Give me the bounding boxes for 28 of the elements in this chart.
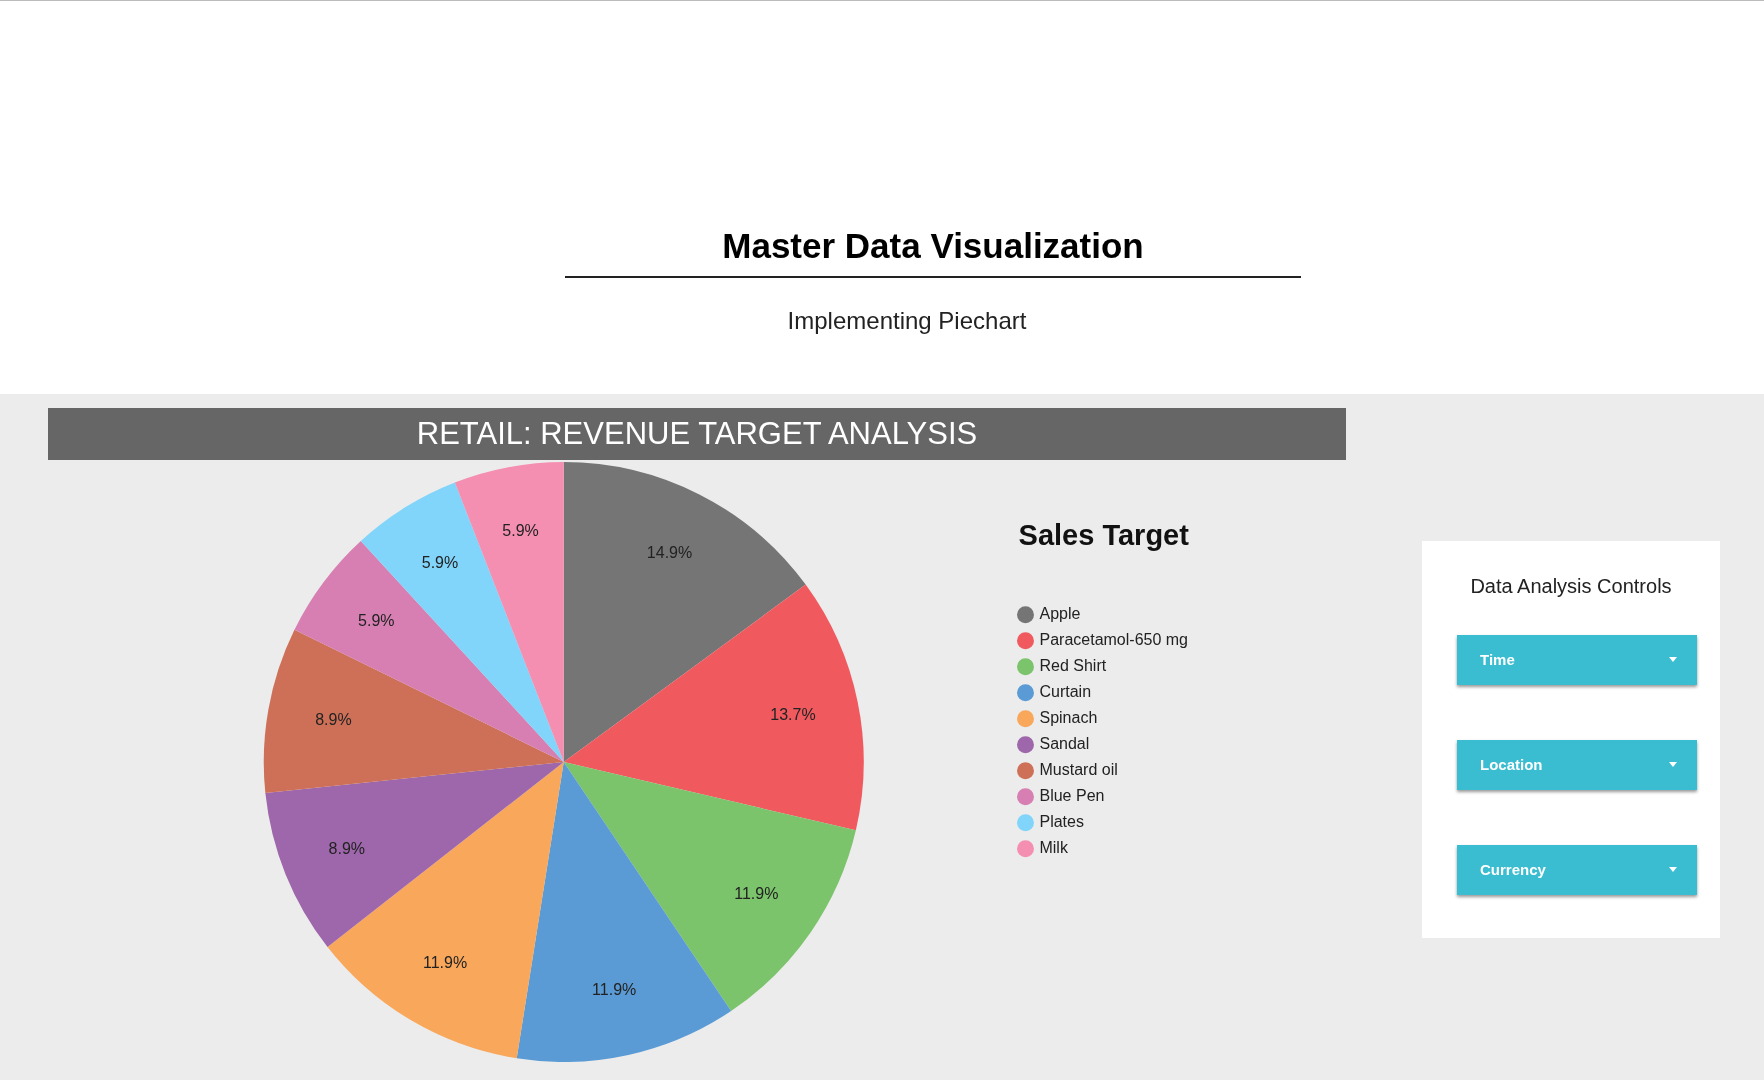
- legend-label: Curtain: [1039, 683, 1092, 701]
- legend-label: Sandal: [1039, 735, 1090, 753]
- data-label: 5.9%: [502, 522, 539, 540]
- legend-label: Plates: [1039, 813, 1084, 831]
- text: Implementing Piechart: [786, 307, 1028, 335]
- data-label: 11.9%: [422, 954, 468, 972]
- data-label: 8.9%: [315, 711, 352, 729]
- legend-label: Paracetamol-650 mg: [1039, 631, 1188, 649]
- data-label: 5.9%: [358, 612, 395, 630]
- data-label: 13.7%: [770, 705, 816, 723]
- dropdown: Location: [1457, 740, 1697, 790]
- legend-label: Red Shirt: [1039, 657, 1107, 675]
- legend-label: Blue Pen: [1039, 787, 1105, 805]
- legend-title: Sales Target: [1018, 518, 1190, 551]
- legend-label: Apple: [1039, 605, 1081, 623]
- legend-label: Milk: [1039, 839, 1069, 857]
- data-label: 11.9%: [734, 885, 779, 903]
- data-label: 11.9%: [592, 980, 637, 998]
- data-label: 8.9%: [328, 840, 366, 858]
- legend-label: Spinach: [1039, 709, 1098, 727]
- text: Master Data Visualization: [565, 226, 1301, 278]
- dropdown: Time: [1457, 635, 1697, 685]
- chart-title: RETAIL: REVENUE TARGET ANALYSIS: [48, 408, 1346, 460]
- data-label: 5.9%: [421, 553, 459, 571]
- data-label: 14.9%: [646, 543, 693, 561]
- dropdown: Currency: [1457, 845, 1697, 895]
- legend-label: Mustard oil: [1039, 761, 1118, 779]
- text: Data Analysis Controls: [1469, 575, 1673, 598]
